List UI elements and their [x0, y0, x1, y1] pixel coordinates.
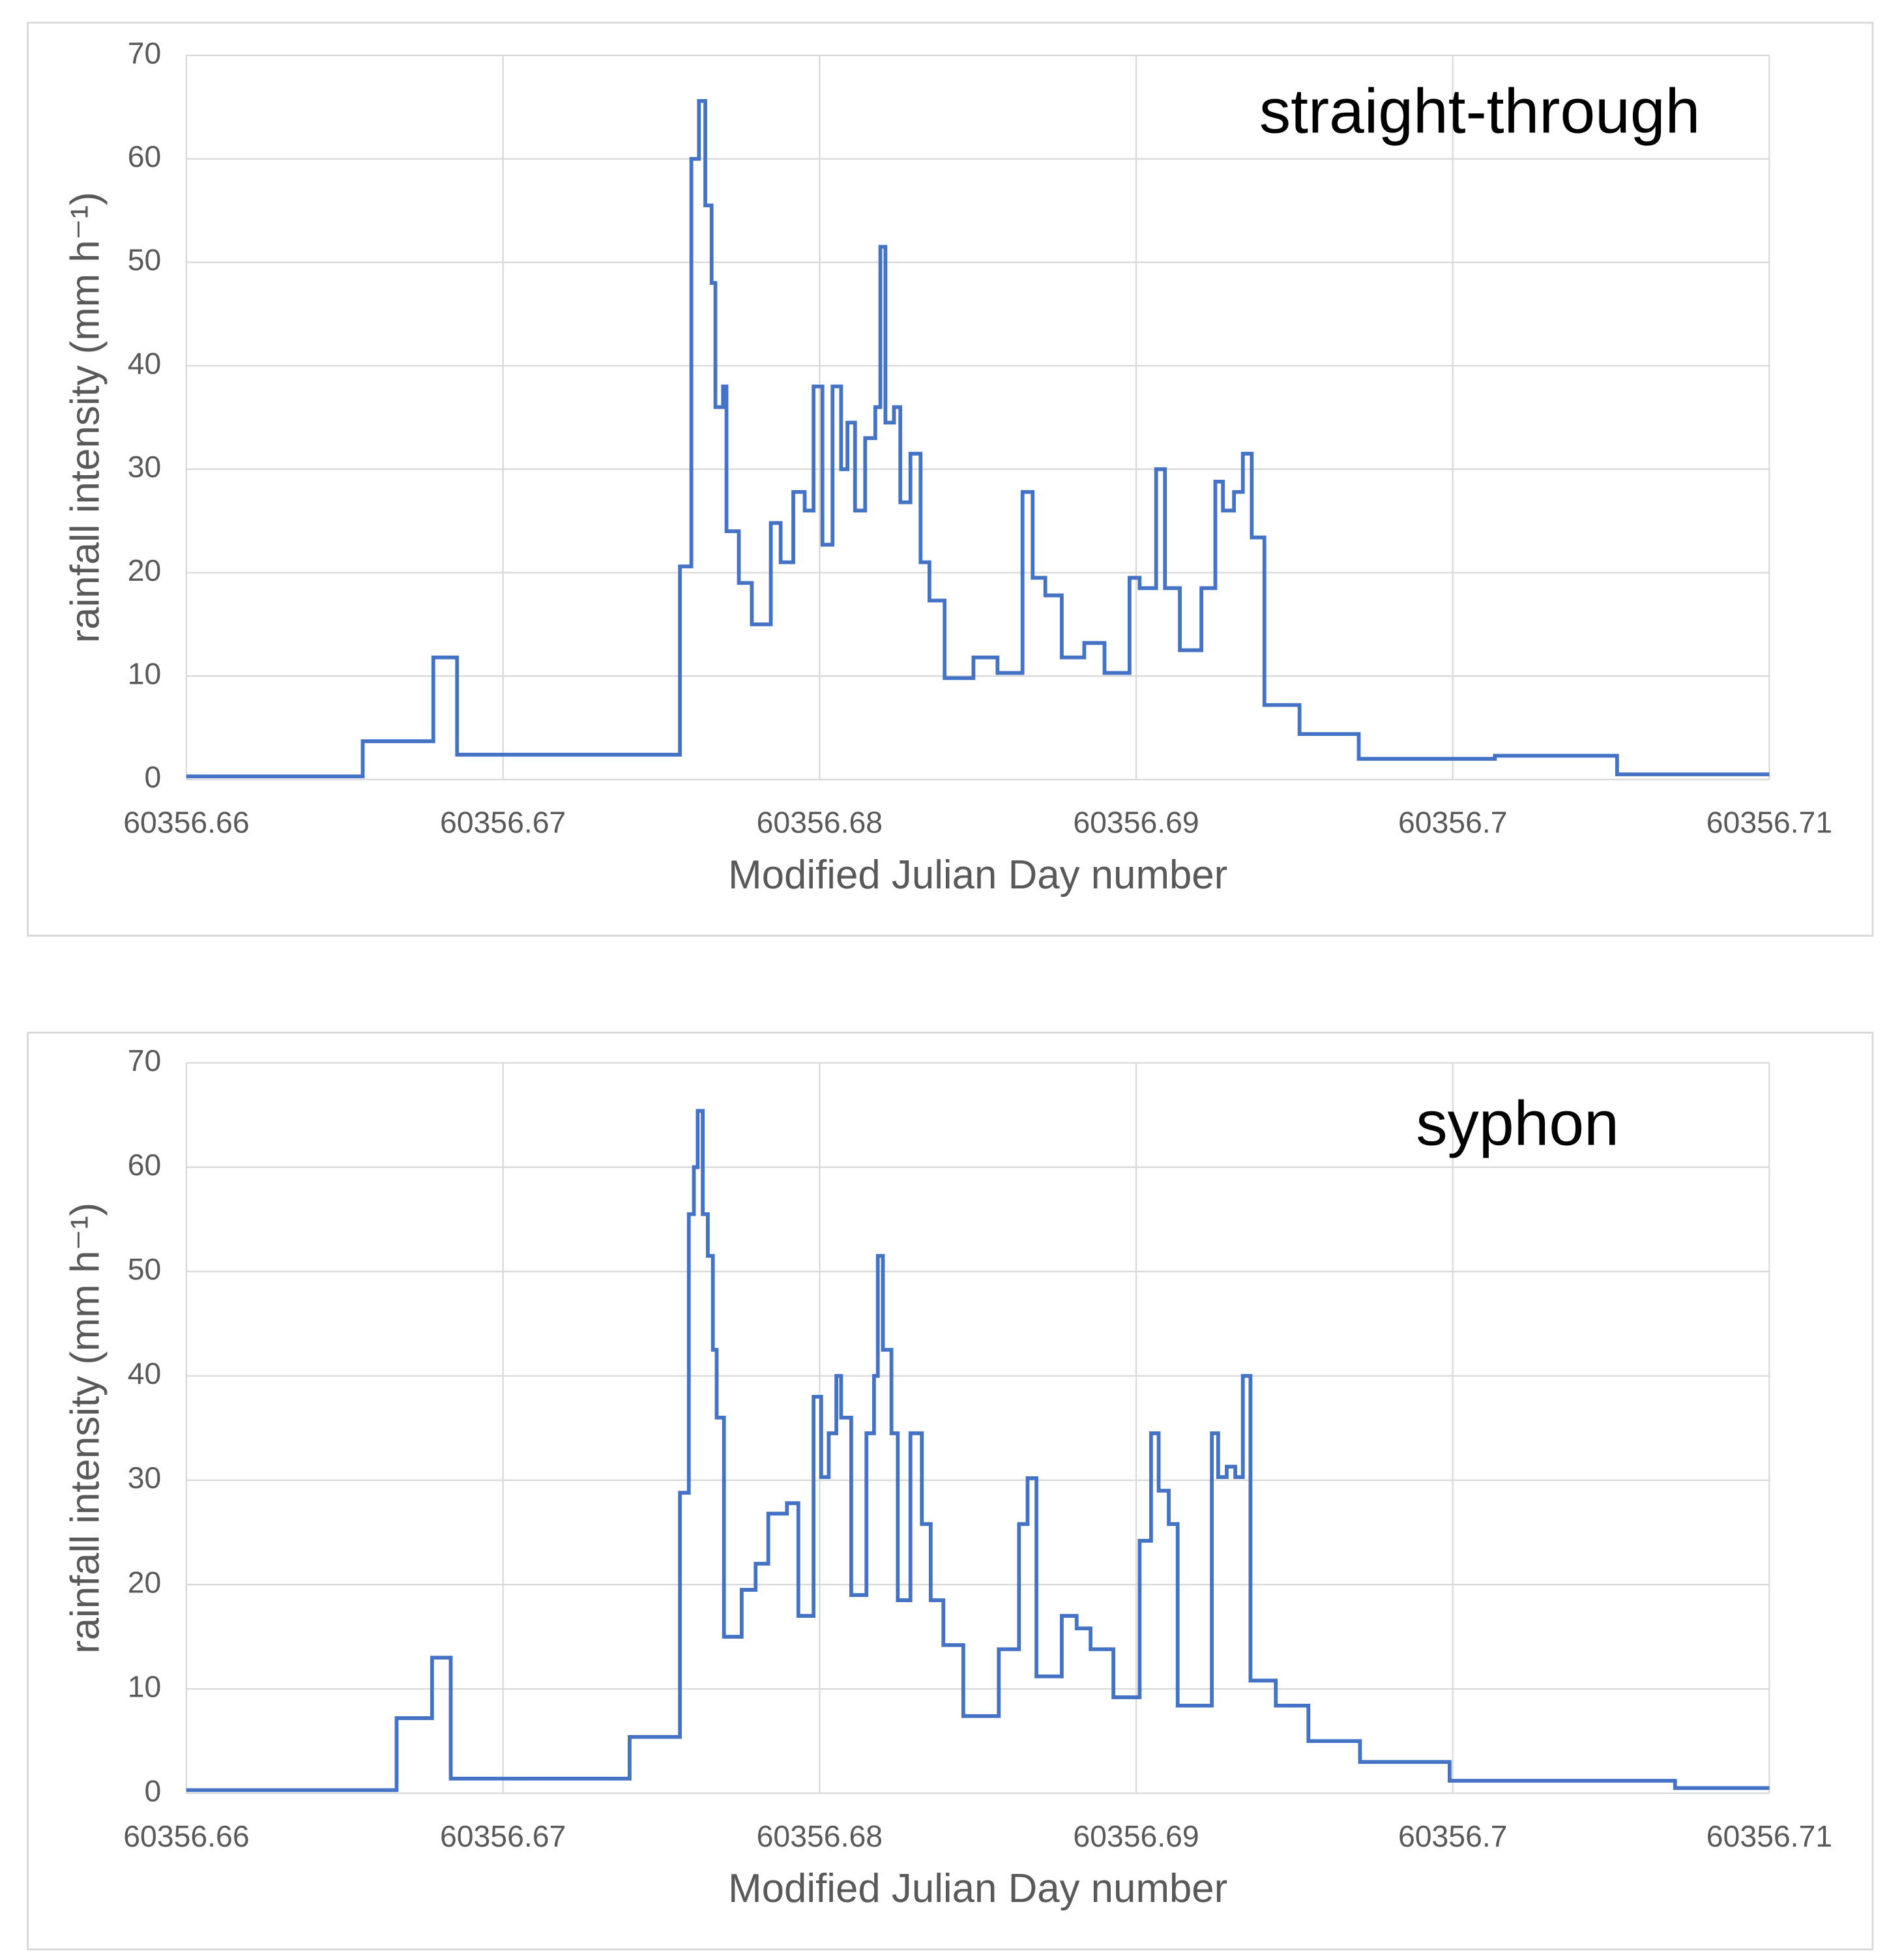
y-tick-label: 70 [128, 36, 162, 70]
y-tick-label: 70 [128, 1044, 162, 1077]
x-tick-label: 60356.7 [1398, 806, 1508, 840]
x-tick-label: 60356.66 [123, 806, 249, 840]
x-tick-label: 60356.67 [440, 806, 566, 840]
rain-line [186, 98, 1770, 779]
x-tick-label: 60356.69 [1073, 806, 1199, 840]
chart-panel: 0 10 20 30 40 50 60 70 60356.66 60356.67 60356.68 6… [27, 22, 1874, 937]
x-tick-label: 60356.67 [440, 1819, 566, 1853]
y-tick-label: 50 [128, 1252, 162, 1286]
x-tick-label: 60356.69 [1073, 1819, 1199, 1853]
y-axis-label: rainfall intensity (mm h⁻¹) [63, 1203, 108, 1654]
y-tick-label: 60 [128, 139, 162, 173]
x-tick-label: 60356.68 [757, 806, 883, 840]
x-tick-label: 60356.7 [1398, 1819, 1508, 1853]
x-tick-label: 60356.71 [1706, 1819, 1832, 1853]
y-tick-label: 20 [128, 553, 162, 587]
y-tick-label: 30 [128, 450, 162, 484]
y-tick-label: 20 [128, 1565, 162, 1599]
x-axis-label: Modified Julian Day number [728, 853, 1227, 898]
y-tick-label: 40 [128, 1356, 162, 1390]
annotation: straight-through [1259, 76, 1701, 146]
y-tick-label: 50 [128, 243, 162, 277]
y-tick-label: 40 [128, 346, 162, 380]
y-tick-label: 60 [128, 1148, 162, 1182]
annotation: syphon [1416, 1089, 1618, 1159]
panel-border [27, 22, 1874, 937]
y-tick-label: 30 [128, 1461, 162, 1495]
y-axis-label: rainfall intensity (mm h⁻¹) [63, 192, 108, 643]
x-tick-label: 60356.66 [123, 1819, 249, 1853]
x-axis-label: Modified Julian Day number [728, 1866, 1227, 1911]
x-tick-label: 60356.68 [757, 1819, 883, 1853]
panel-border [27, 1031, 1874, 1951]
x-tick-label: 60356.71 [1706, 806, 1832, 840]
y-tick-label: 10 [128, 1669, 162, 1703]
chart-panel: 0 10 20 30 40 50 60 70 60356.66 60356.67 60356.68 6… [27, 1031, 1874, 1951]
y-tick-label: 0 [144, 1774, 161, 1807]
rain-line [186, 1109, 1770, 1792]
y-tick-label: 0 [144, 760, 161, 794]
y-tick-label: 10 [128, 656, 162, 690]
